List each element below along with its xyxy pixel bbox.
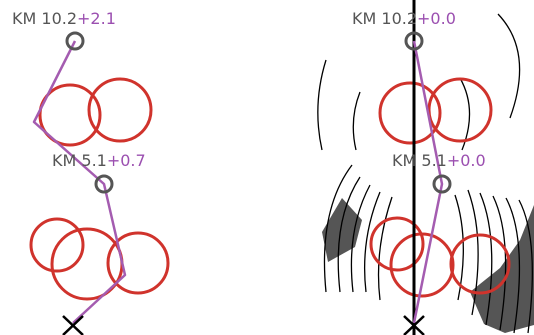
right-label-top-offset: +0.0 (417, 9, 456, 28)
right-label-top: KM 10.2+0.0 (352, 9, 456, 28)
ring-marker-icon (404, 31, 424, 51)
right-label-top-km: KM 10.2 (352, 9, 417, 28)
left-circle-2 (87, 77, 153, 143)
right-circle-3 (369, 216, 425, 272)
left-route-line (32, 40, 127, 324)
left-label-top: KM 10.2+2.1 (12, 9, 116, 28)
right-route-line (412, 40, 444, 324)
left-label-bottom-offset: +0.7 (107, 151, 146, 170)
right-circle-1 (378, 81, 442, 145)
shaded-region-left (322, 198, 362, 262)
left-label-bottom: KM 5.1+0.7 (52, 151, 146, 170)
right-circle-5 (449, 233, 511, 295)
right-circle-4 (389, 232, 455, 298)
left-circle-5 (106, 231, 170, 295)
ring-marker-icon (94, 174, 114, 194)
right-circle-2 (427, 77, 493, 143)
left-label-top-km: KM 10.2 (12, 9, 77, 28)
left-panel: KM 10.2+2.1 KM 5.1+0.7 (12, 9, 170, 335)
left-label-top-offset: +2.1 (77, 9, 116, 28)
left-circle-1 (38, 83, 102, 147)
right-arcs-right (454, 13, 533, 334)
cross-marker-icon (62, 315, 84, 335)
right-arcs-left (317, 59, 393, 301)
ring-marker-icon (65, 31, 85, 51)
left-circle-3 (29, 217, 85, 273)
right-label-bottom-offset: +0.0 (447, 151, 486, 170)
left-label-bottom-km: KM 5.1 (52, 151, 107, 170)
right-label-bottom-km: KM 5.1 (392, 151, 447, 170)
cross-marker-icon (403, 315, 425, 335)
right-circles (369, 77, 511, 298)
right-label-bottom: KM 5.1+0.0 (392, 151, 486, 170)
ring-marker-icon (432, 174, 452, 194)
right-panel: KM 10.2+0.0 KM 5.1+0.0 (317, 0, 534, 335)
